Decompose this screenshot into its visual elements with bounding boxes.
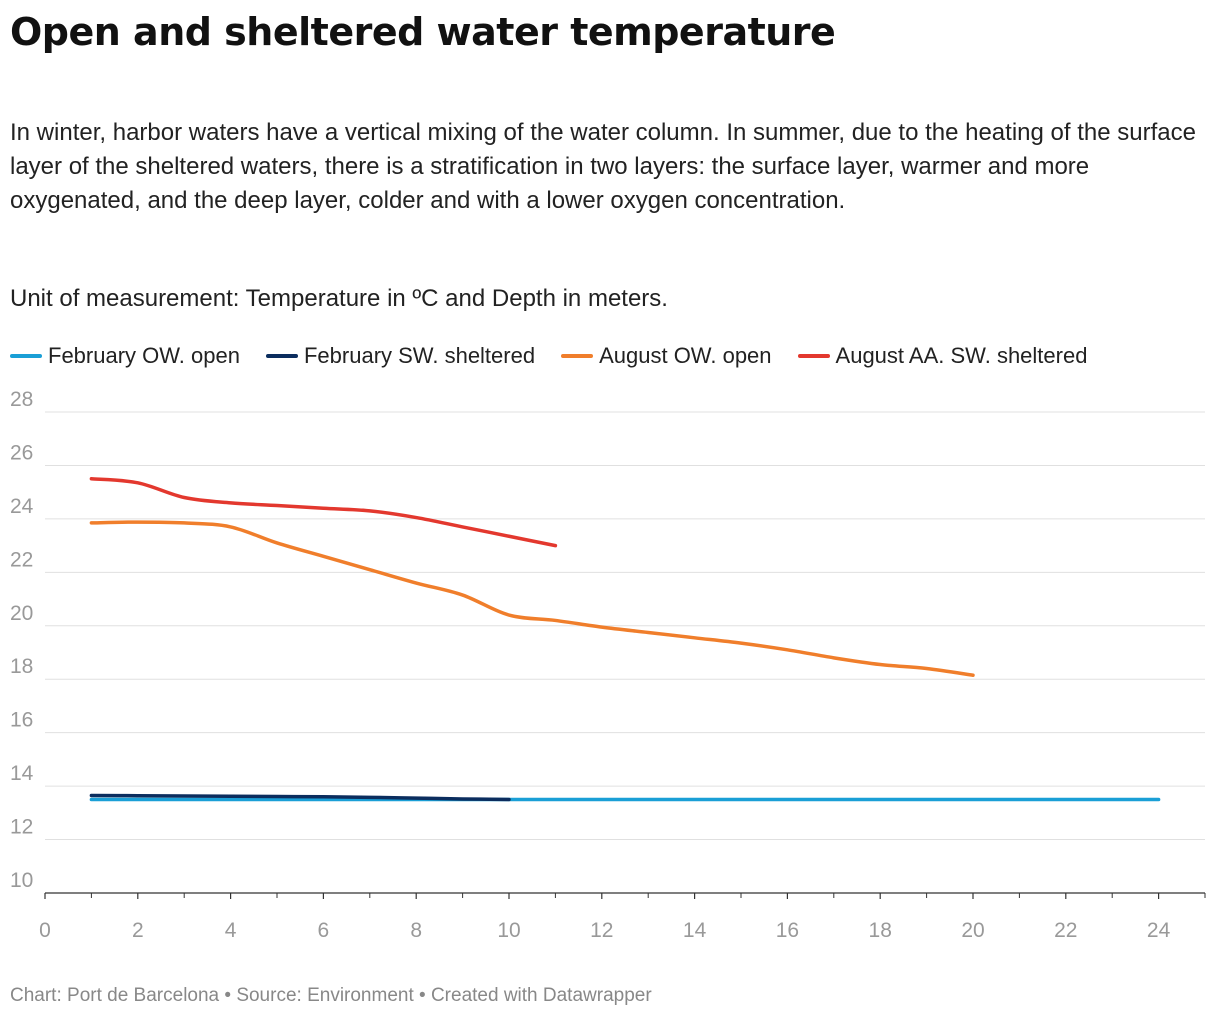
y-tick-label-20: 20 — [10, 602, 33, 625]
x-tick-label-0: 0 — [39, 919, 51, 942]
legend-swatch-february-open — [10, 354, 42, 358]
chart-footer: Chart: Port de Barcelona • Source: Envir… — [10, 985, 652, 1006]
y-tick-label-18: 18 — [10, 655, 33, 678]
x-tick-label-10: 10 — [497, 919, 520, 942]
x-tick-label-20: 20 — [961, 919, 984, 942]
x-tick-label-2: 2 — [132, 919, 144, 942]
y-tick-label-12: 12 — [10, 816, 33, 839]
legend-swatch-february-sheltered — [265, 354, 298, 358]
x-tick-label-6: 6 — [318, 919, 330, 942]
legend-label-august-open: August OW. open — [599, 343, 772, 368]
y-tick-label-10: 10 — [10, 869, 33, 892]
y-tick-label-16: 16 — [10, 709, 33, 732]
legend-item-august-sheltered: August AA. SW. sheltered — [797, 343, 1088, 369]
legend-item-february-sheltered: February SW. sheltered — [265, 343, 536, 369]
x-tick-label-22: 22 — [1054, 919, 1077, 942]
legend-swatch-august-sheltered — [797, 354, 830, 358]
series-line-august-aa-sw-sheltered — [89, 477, 558, 548]
x-tick-label-4: 4 — [225, 919, 237, 942]
unit-note: Unit of measurement: Temperature in ºC a… — [10, 285, 668, 312]
legend-label-february-sheltered: February SW. sheltered — [303, 343, 536, 368]
legend-label-august-sheltered: August AA. SW. sheltered — [835, 343, 1088, 368]
series-line-august-ow-open — [89, 520, 975, 677]
x-tick-label-8: 8 — [410, 919, 422, 942]
y-tick-label-14: 14 — [10, 762, 34, 785]
legend: February OW. open February SW. sheltered… — [10, 343, 1087, 369]
x-tick-label-18: 18 — [869, 919, 892, 942]
y-tick-label-24: 24 — [10, 495, 34, 518]
legend-label-february-open: February OW. open — [48, 343, 240, 368]
legend-item-august-open: August OW. open — [561, 343, 772, 369]
x-tick-label-24: 24 — [1147, 919, 1171, 942]
chart-description: In winter, harbor waters have a vertical… — [10, 119, 1196, 214]
legend-item-february-open: February OW. open — [10, 343, 240, 369]
legend-swatch-august-open — [561, 354, 594, 358]
x-tick-label-14: 14 — [683, 919, 707, 942]
series-line-february-sw-sheltered — [89, 793, 511, 802]
x-tick-label-12: 12 — [590, 919, 613, 942]
y-tick-label-22: 22 — [10, 548, 33, 571]
y-tick-label-26: 26 — [10, 441, 33, 464]
y-tick-label-28: 28 — [10, 390, 33, 411]
chart-title: Open and sheltered water temperature — [10, 10, 836, 54]
x-tick-label-16: 16 — [776, 919, 799, 942]
